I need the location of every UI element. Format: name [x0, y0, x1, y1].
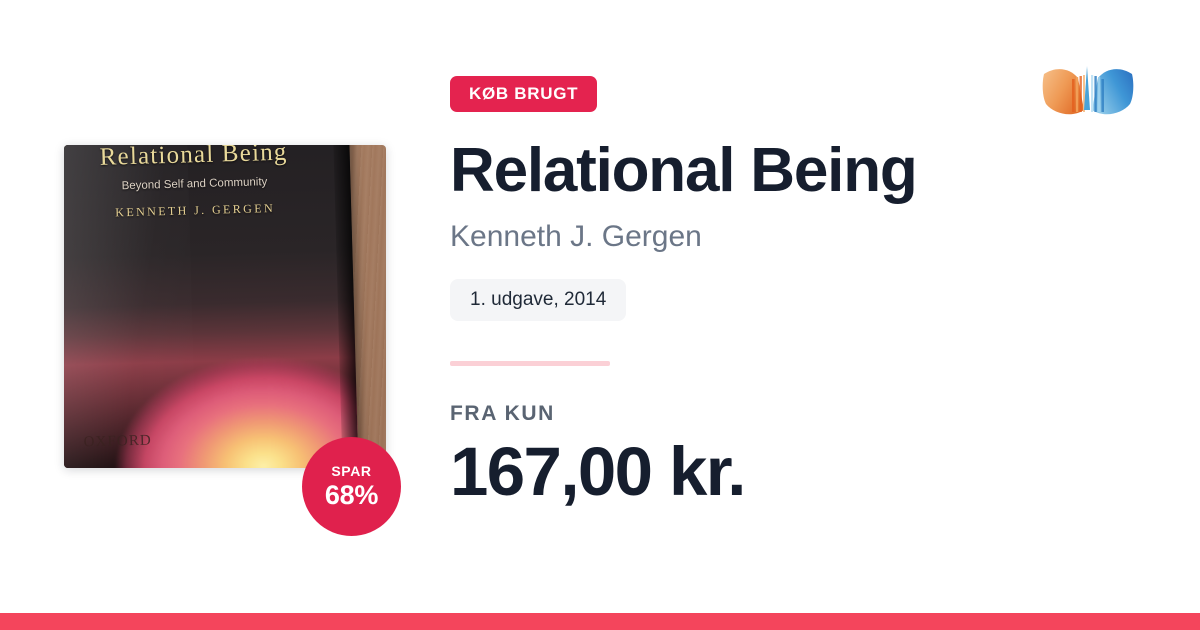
- discount-label: SPAR: [331, 463, 372, 479]
- buy-used-badge[interactable]: KØB BRUGT: [450, 76, 598, 112]
- book-author: Kenneth J. Gergen: [450, 220, 702, 254]
- book-cover-image[interactable]: Relational Being Beyond Self and Communi…: [64, 145, 386, 468]
- price-label: FRA KUN: [450, 402, 555, 426]
- cover-publisher-text: OXFORD: [83, 432, 153, 451]
- details-column: KØB BRUGT Relational Being Kenneth J. Ge…: [450, 76, 1010, 509]
- edition-pill: 1. udgave, 2014: [450, 279, 627, 322]
- price-value: 167,00 kr.: [450, 433, 746, 511]
- discount-badge: SPAR 68%: [302, 437, 401, 536]
- bottom-accent-bar: [0, 613, 1200, 630]
- discount-value: 68%: [324, 480, 379, 510]
- page-title: Relational Being: [450, 136, 918, 205]
- cover-photo-frame: Relational Being Beyond Self and Communi…: [64, 145, 386, 468]
- logo-center-peak: [1084, 66, 1090, 110]
- book-object: Relational Being Beyond Self and Communi…: [64, 145, 359, 468]
- logo-right-stripes: [1091, 75, 1104, 112]
- cover-gloss: [64, 145, 198, 468]
- butterfly-book-logo-icon: [1040, 52, 1136, 169]
- divider: [450, 361, 610, 367]
- logo-left-stripes: [1072, 75, 1085, 112]
